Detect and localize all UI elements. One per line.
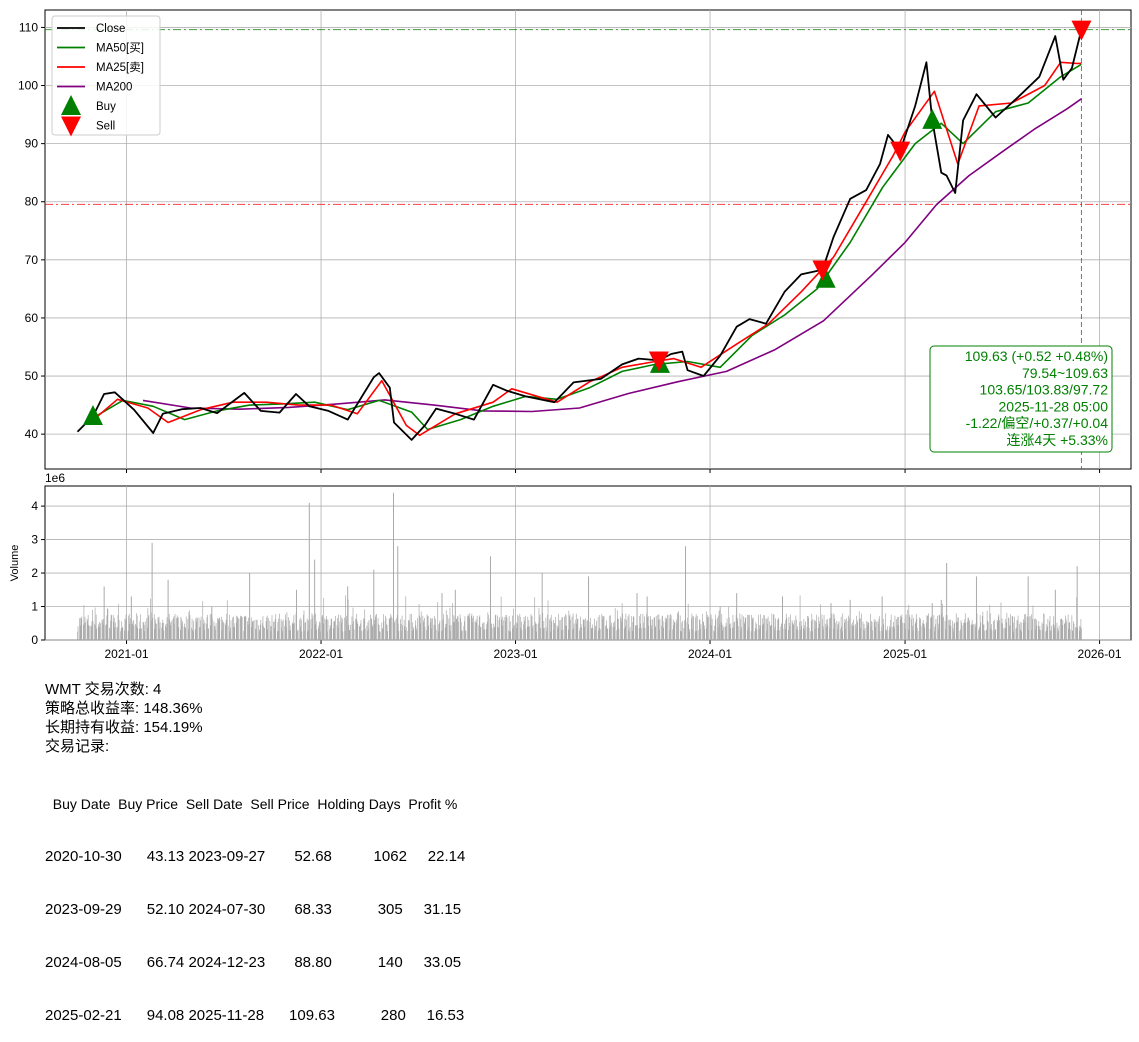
info-box-line: 2025-11-28 05:00	[999, 398, 1109, 414]
volume-panel: 2021-01 2022-01 2023-01 2024-01 2025-01 2026-…	[9, 471, 1132, 661]
sell-marker	[1071, 20, 1092, 41]
sell-marker	[812, 260, 833, 281]
legend-marker	[61, 95, 81, 115]
legend-label: MA25[卖]	[96, 61, 144, 74]
x-tick-label: 2023-01	[494, 647, 538, 661]
volume-axis-label: Volume	[9, 545, 21, 582]
summary-title: WMT 交易次数: 4	[45, 681, 162, 698]
sell-marker	[648, 351, 669, 372]
trade-table: Buy Date Buy Price Sell Date Sell Price …	[45, 760, 465, 1042]
info-box-line: 109.63 (+0.52 +0.48%)	[965, 348, 1108, 364]
legend-label: MA200	[96, 82, 132, 94]
info-box-frame	[929, 345, 1113, 453]
y-tick-label: 0	[31, 633, 38, 647]
trade-table-header: Buy Date Buy Price Sell Date Sell Price …	[45, 796, 458, 812]
volume-axes-frame	[44, 485, 1132, 641]
price-axes-frame	[44, 9, 1132, 470]
y-tick-label: 110	[19, 20, 38, 34]
y-tick-label: 2	[31, 566, 38, 580]
info-box: 109.63 (+0.52 +0.48%)79.54~109.63103.65/…	[929, 345, 1113, 453]
y-tick-label: 50	[25, 369, 39, 383]
series-line-close	[76, 29, 1083, 441]
y-tick-label: 100	[18, 79, 38, 93]
trade-row: 2023-09-29 52.10 2024-07-30 68.33 305 31…	[45, 901, 462, 918]
trade-row: 2020-10-30 43.13 2023-09-27 52.68 1062 2…	[45, 848, 466, 865]
y-tick-label: 80	[25, 195, 39, 209]
trade-row: 2025-02-21 94.08 2025-11-28 109.63 280 1…	[45, 1007, 465, 1024]
trade-row: 2024-08-05 66.74 2024-12-23 88.80 140 33…	[45, 954, 462, 971]
buy-marker	[82, 404, 103, 425]
y-tick-label: 40	[25, 427, 39, 441]
x-tick-label: 2024-01	[688, 647, 732, 661]
y-tick-label: 4	[31, 499, 38, 513]
legend-marker	[61, 116, 81, 137]
strategy-return: 策略总收益率: 148.36%	[45, 700, 203, 717]
y-tick-label: 70	[25, 253, 39, 267]
info-box-line: 79.54~109.63	[1022, 365, 1108, 381]
x-tick-label: 2021-01	[105, 647, 149, 661]
sell-marker	[890, 141, 911, 162]
legend: Close MA50[买] MA25[卖] MA200 Buy Sell	[51, 15, 161, 137]
info-box-line: -1.22/偏空/+0.37/+0.04	[966, 415, 1109, 431]
series-line-ma50	[89, 63, 1082, 431]
buy-marker	[922, 108, 943, 129]
legend-label: MA50[买]	[96, 42, 144, 55]
records-label: 交易记录:	[45, 738, 110, 755]
legend-label: Sell	[96, 121, 115, 133]
info-box-line: 103.65/103.83/97.72	[980, 382, 1109, 398]
price-panel: 40 50 60 70 80 90 100 110 Close MA50[买] MA25[卖] MA2…	[18, 9, 1132, 473]
x-tick-label: 2022-01	[299, 647, 343, 661]
info-box-line: 连涨4天 +5.33%	[1006, 432, 1108, 448]
y-tick-label: 1	[31, 600, 38, 614]
volume-scale-note: 1e6	[45, 471, 65, 485]
summary-block: WMT 交易次数: 4 策略总收益率: 148.36% 长期持有收益: 154.…	[45, 680, 203, 756]
legend-box	[51, 15, 161, 136]
x-tick-label: 2026-01	[1078, 647, 1122, 661]
legend-label: Buy	[96, 101, 116, 113]
x-tick-label: 2025-01	[883, 647, 927, 661]
legend-label: Close	[96, 23, 125, 35]
hold-return: 长期持有收益: 154.19%	[45, 719, 203, 736]
y-tick-label: 60	[25, 311, 39, 325]
y-tick-label: 90	[25, 137, 39, 151]
y-tick-label: 3	[31, 533, 38, 547]
buy-marker	[815, 267, 836, 288]
